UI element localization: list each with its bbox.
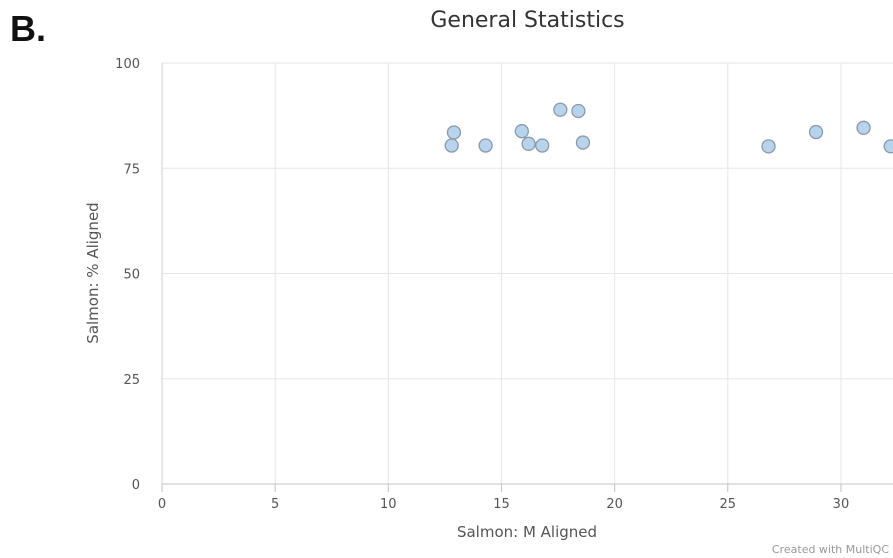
scatter-point[interactable] (856, 120, 871, 135)
x-tick-label: 25 (720, 497, 737, 512)
y-tick-label: 50 (123, 268, 140, 283)
scatter-point[interactable] (575, 135, 591, 150)
scatter-point[interactable] (521, 136, 536, 151)
x-tick-label: 5 (271, 497, 279, 512)
axes (161, 63, 893, 492)
x-tick-label: 0 (158, 497, 166, 512)
y-tick-label: 25 (123, 373, 140, 388)
scatter-point[interactable] (761, 139, 776, 154)
scatter-point[interactable] (571, 103, 586, 119)
x-tick-label: 30 (833, 497, 850, 512)
x-tick-label: 15 (493, 497, 510, 512)
scatter-point[interactable] (535, 138, 550, 153)
scatter-point[interactable] (883, 139, 893, 154)
scatter-point[interactable] (444, 138, 459, 153)
y-tick-label: 75 (123, 162, 140, 177)
x-tick-label: 20 (606, 497, 623, 512)
panel-letter: B. (10, 8, 46, 49)
scatter-point[interactable] (808, 124, 824, 140)
scatter-point[interactable] (446, 125, 462, 140)
scatter-point[interactable] (553, 102, 568, 117)
tick-labels: 0 25 50 75 100 0 5 10 15 20 25 30 (115, 57, 849, 512)
x-axis-label: Salmon: M Aligned (457, 523, 597, 541)
credit-text: Created with MultiQC (771, 543, 889, 556)
scatter-point[interactable] (514, 124, 529, 139)
data-points (444, 102, 893, 154)
gridlines (162, 62, 893, 484)
y-tick-label: 0 (132, 478, 140, 493)
x-tick-label: 10 (380, 497, 397, 512)
chart-title: General Statistics (430, 8, 625, 33)
y-tick-label: 100 (115, 57, 140, 72)
y-axis-label: Salmon: % Aligned (84, 202, 102, 343)
scatter-point[interactable] (478, 138, 493, 153)
